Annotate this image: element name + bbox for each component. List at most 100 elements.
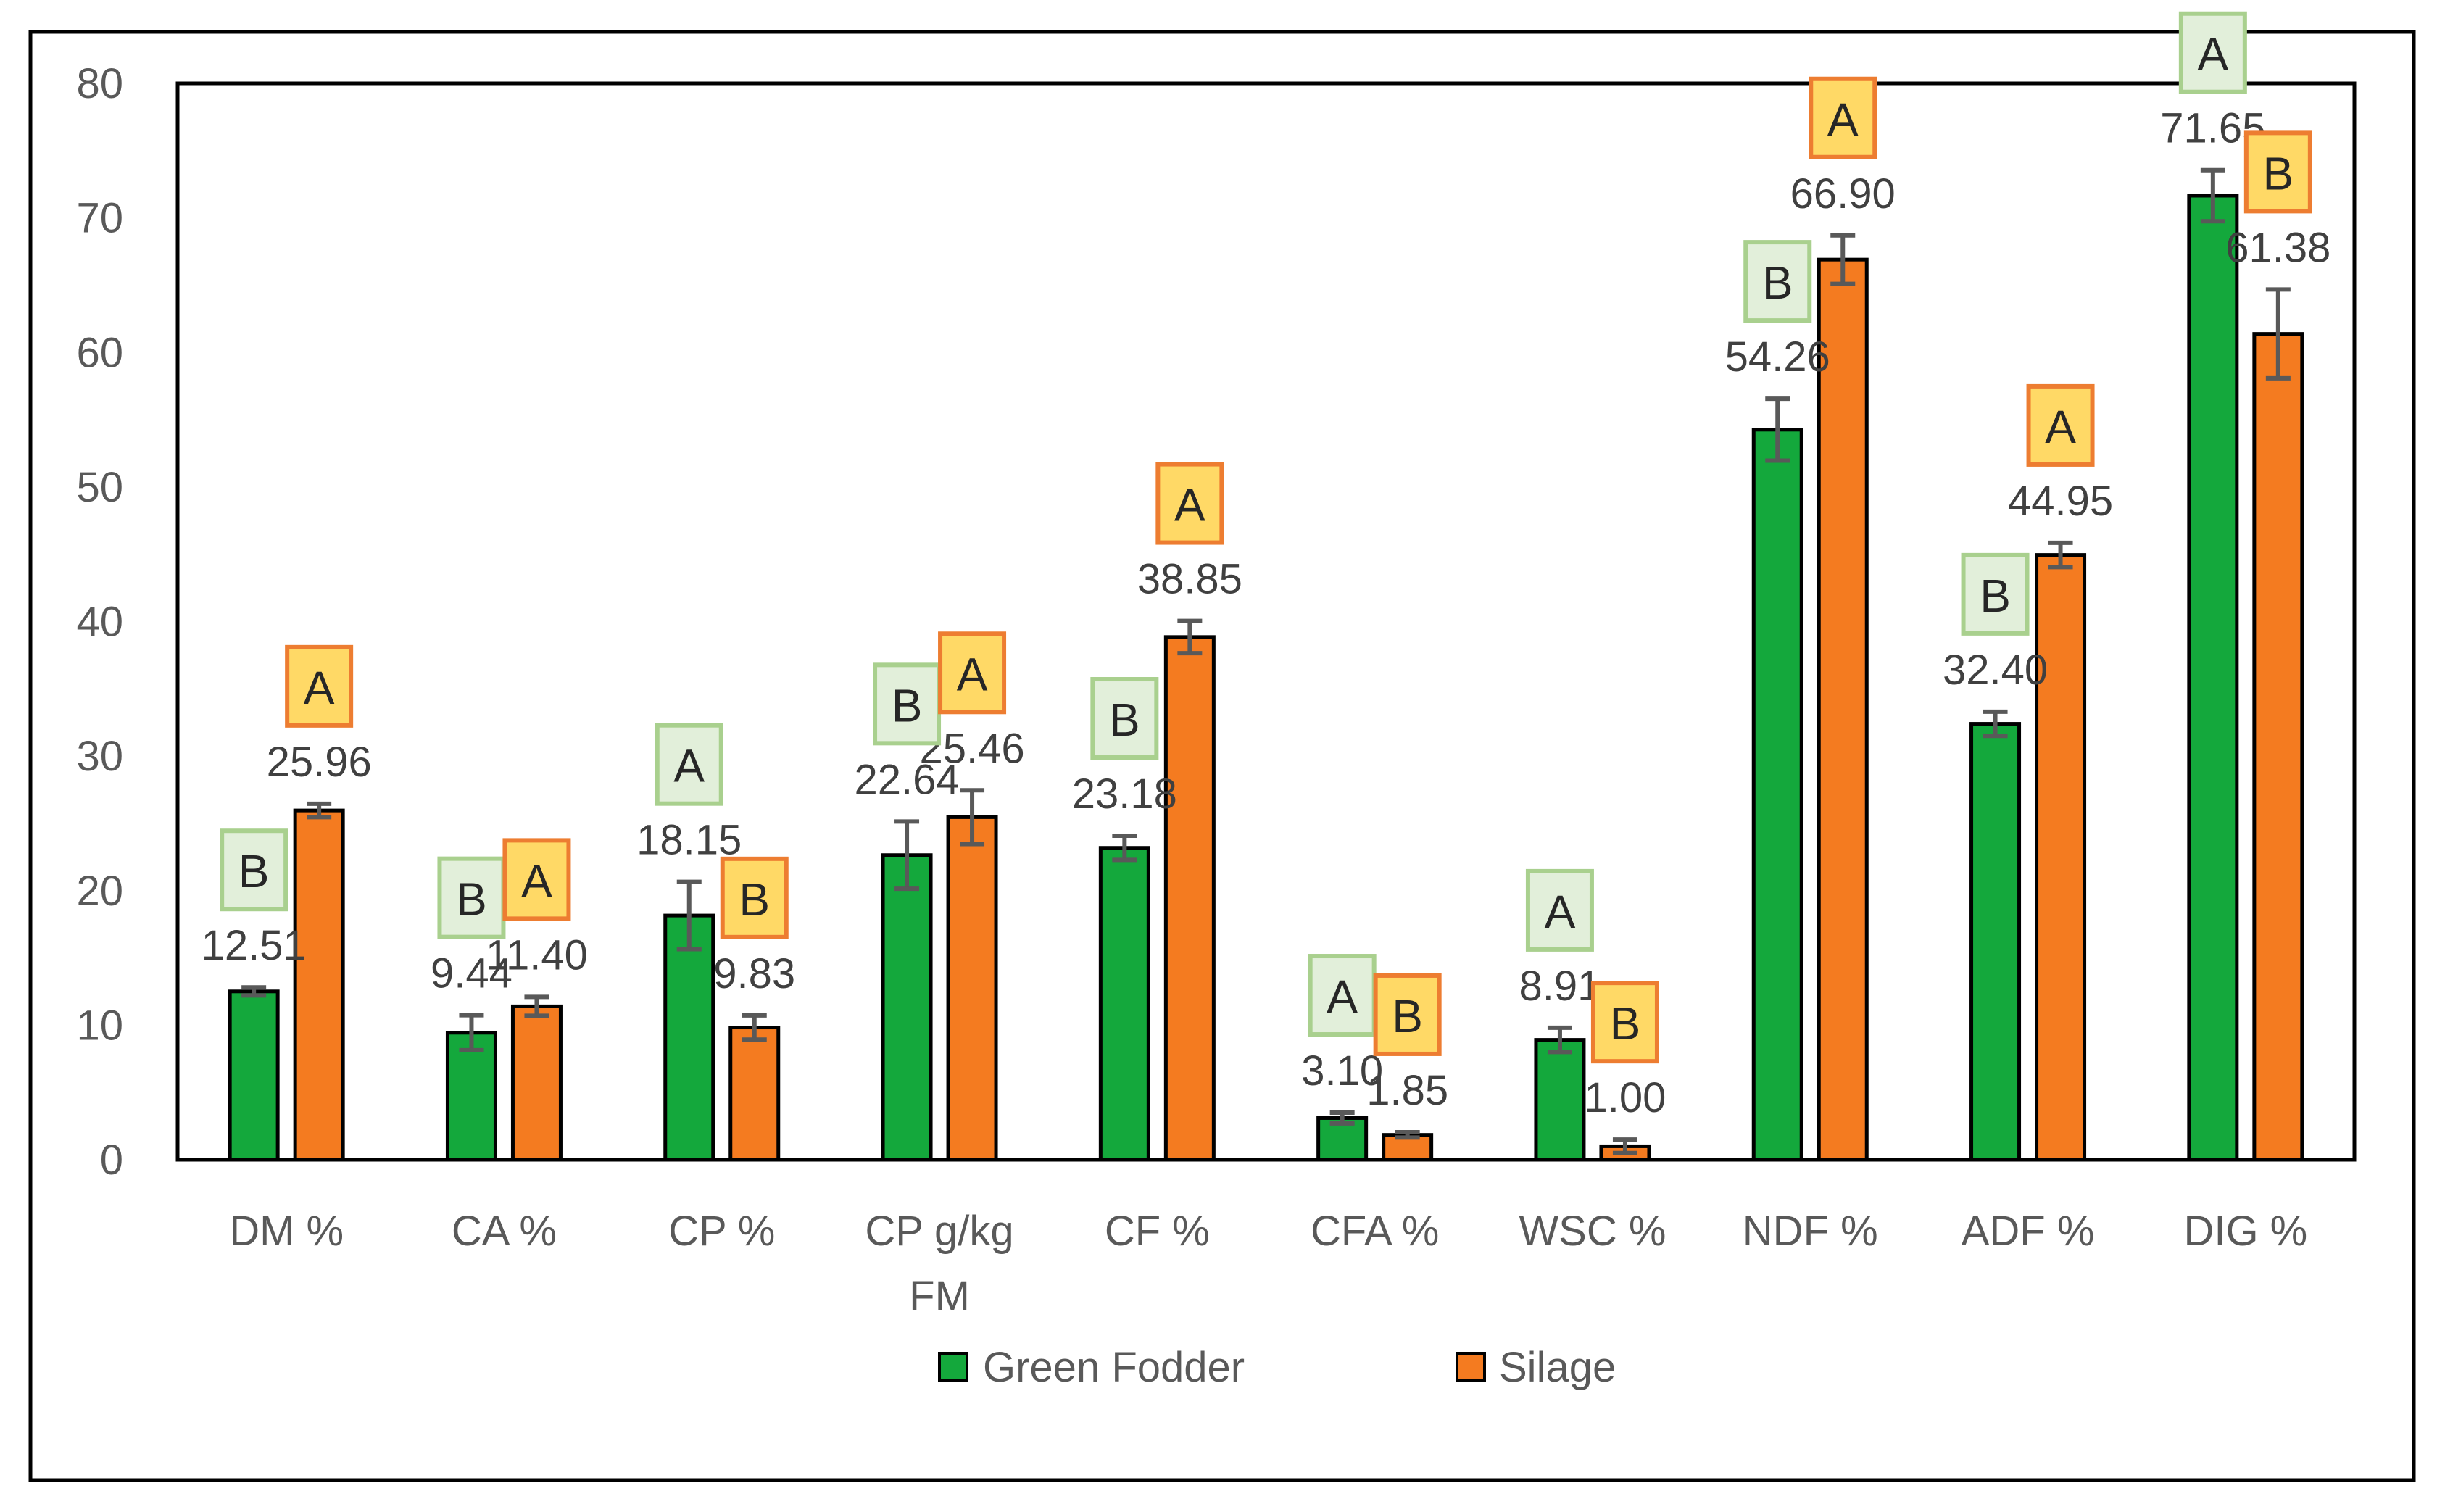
significance-letter: A	[1827, 94, 1859, 146]
legend-label-silage: Silage	[1499, 1344, 1616, 1391]
significance-letter-box: A	[502, 838, 571, 921]
x-tick-label: CP %	[668, 1208, 775, 1255]
significance-letter: B	[1109, 694, 1140, 746]
significance-letter-box: B	[1373, 973, 1442, 1056]
data-label: 18.15	[636, 817, 742, 864]
data-label: 11.40	[486, 931, 588, 979]
error-bar	[894, 819, 920, 892]
significance-letter: A	[673, 740, 705, 792]
significance-letter: B	[739, 873, 770, 926]
significance-letter-box: A	[1809, 76, 1877, 159]
significance-letter: B	[238, 845, 270, 897]
error-bar	[2048, 540, 2073, 570]
x-tick-label: CFA %	[1311, 1208, 1439, 1255]
error-bar	[241, 985, 267, 998]
silage-bar	[2252, 332, 2304, 1162]
significance-letter: B	[2263, 147, 2294, 199]
x-tick-label: CF %	[1105, 1208, 1210, 1255]
significance-letter: A	[1327, 971, 1358, 1023]
significance-letter: B	[1980, 570, 2011, 622]
error-bar	[1177, 618, 1203, 656]
error-bar	[1112, 834, 1137, 863]
x-tick-label: ADF %	[1962, 1208, 2095, 1255]
green-fodder-bar	[2187, 194, 2239, 1162]
data-label: 23.18	[1072, 770, 1177, 818]
green-fodder-bar	[663, 913, 715, 1162]
significance-letter-box: A	[2178, 11, 2247, 94]
silage-bar	[510, 1004, 563, 1162]
x-tick-label: CP g/kg FM	[865, 1208, 1013, 1320]
significance-letter-box: B	[220, 828, 288, 912]
significance-letter: A	[2045, 401, 2076, 453]
significance-letter: A	[2198, 28, 2229, 80]
y-tick-label: 40	[76, 599, 123, 646]
x-tick-label: DM %	[229, 1208, 344, 1255]
silage-bar	[728, 1026, 781, 1162]
significance-letter-box: A	[938, 631, 1007, 715]
y-tick-label: 70	[76, 195, 123, 242]
error-bar	[1329, 1110, 1355, 1126]
error-bar	[1983, 709, 2008, 739]
data-label: 22.64	[854, 756, 959, 803]
legend-swatch-green-fodder	[938, 1352, 968, 1382]
significance-letter: B	[1762, 257, 1793, 309]
data-label: 3.10	[1301, 1047, 1383, 1094]
x-tick-label: CA %	[452, 1208, 557, 1255]
significance-letter-box: B	[1743, 240, 1812, 323]
data-label: 9.83	[713, 950, 795, 997]
error-bar	[1547, 1025, 1572, 1055]
significance-letter-box: B	[873, 662, 942, 746]
y-tick-label: 60	[76, 329, 123, 376]
significance-letter-box: B	[2243, 130, 2312, 214]
significance-letter: B	[1392, 990, 1423, 1042]
significance-letter: B	[1610, 997, 1641, 1050]
error-bar	[1765, 396, 1790, 463]
y-tick-label: 0	[100, 1137, 123, 1184]
error-bar	[1395, 1129, 1420, 1140]
green-fodder-bar	[1969, 722, 2022, 1162]
x-tick-label: WSC %	[1519, 1208, 1666, 1255]
significance-letter-box: A	[1308, 954, 1377, 1037]
error-bar	[459, 1013, 484, 1052]
significance-letter: A	[521, 855, 552, 907]
x-axis-categories: DM % CA % CP % CP g/kg FM CF % CFA % WSC % NDF %…	[229, 1208, 2307, 1320]
significance-letter-box: B	[437, 856, 506, 939]
silage-bar	[946, 815, 998, 1162]
data-label: 54.26	[1725, 333, 1830, 381]
error-bar	[1830, 233, 1856, 286]
value-labels-layer: 12.51 9.44 18.15 22.64 23.18 3.10 8.91 54.26 32.…	[202, 105, 2331, 1121]
error-bar	[1612, 1137, 1637, 1155]
legend-swatch-silage	[1456, 1352, 1486, 1382]
significance-letter-box: B	[1090, 677, 1159, 760]
error-bar	[2200, 167, 2225, 224]
error-bar	[676, 879, 702, 952]
significance-letter-box: A	[2026, 383, 2095, 467]
y-tick-label: 50	[76, 464, 123, 511]
significance-letter: A	[1545, 886, 1576, 938]
green-fodder-bar	[1534, 1038, 1586, 1162]
error-bar	[307, 801, 332, 820]
data-label: 44.95	[2008, 478, 2113, 525]
significance-letter-box: A	[655, 723, 723, 806]
significance-letter-box: A	[1525, 868, 1594, 952]
x-tick-label: NDF %	[1743, 1208, 1878, 1255]
green-fodder-bar	[228, 989, 280, 1162]
significance-letter: A	[1174, 479, 1205, 531]
y-axis-ticks: 0 10 20 30 40 50 60 70 80	[76, 60, 123, 1184]
significance-letter: A	[957, 648, 988, 700]
silage-bar	[1817, 257, 1869, 1162]
silage-bar	[293, 808, 345, 1162]
data-label: 1.00	[1585, 1074, 1666, 1121]
data-label: 38.85	[1137, 556, 1242, 603]
data-label: 25.96	[267, 739, 372, 786]
data-label: 61.38	[2225, 224, 2330, 271]
plot-area-border	[175, 81, 2357, 1162]
data-label: 12.51	[202, 922, 307, 969]
data-label: 9.44	[431, 950, 512, 997]
y-tick-label: 30	[76, 733, 123, 780]
data-label: 66.90	[1790, 170, 1896, 217]
significance-letter-box: A	[285, 644, 354, 728]
